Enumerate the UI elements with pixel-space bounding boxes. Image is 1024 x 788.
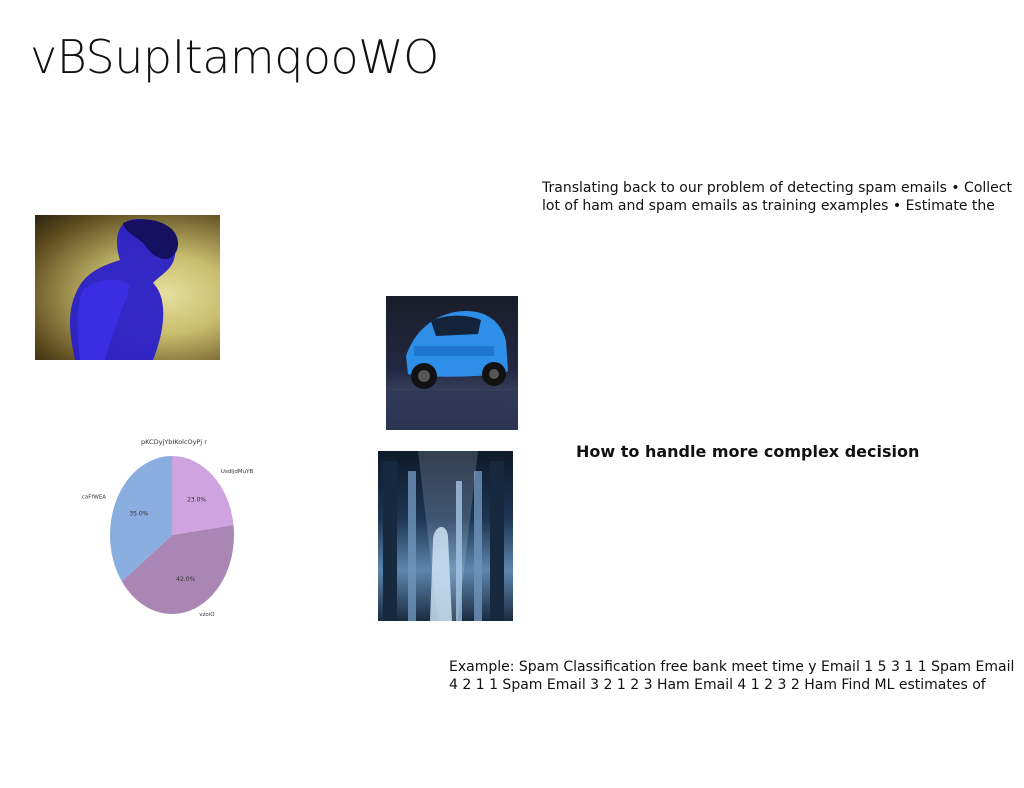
pie-pct-label-2: 35.0% (129, 510, 148, 517)
pie-chart: pKCDyjYbIKolcOyPj r 23.0% UsdljdMuYB 42.0%… (82, 438, 254, 618)
pie-pct-label-1: 42.0% (176, 576, 195, 583)
hall-photo (378, 451, 513, 621)
pie-pct-label-0: 23.0% (187, 496, 206, 503)
pie-label-2: caFfWEA (82, 494, 106, 500)
pie-slice-1 (121, 525, 234, 614)
car-photo (386, 296, 518, 430)
example-text: Example: Spam Classification free bank m… (449, 659, 1015, 693)
chart-title: pKCDyjYbIKolcOyPj r (141, 438, 207, 446)
pie-label-1: vzoiO (199, 612, 215, 618)
slide-title: vBSupItamqooWO (30, 30, 439, 84)
pie-label-0: UsdljdMuYB (221, 469, 254, 475)
intro-text: Translating back to our problem of detec… (542, 180, 1012, 214)
subheading: How to handle more complex decision (576, 442, 920, 461)
pie-slice-0 (172, 456, 234, 535)
pie-slice-2 (110, 456, 172, 582)
person-photo (35, 215, 220, 360)
